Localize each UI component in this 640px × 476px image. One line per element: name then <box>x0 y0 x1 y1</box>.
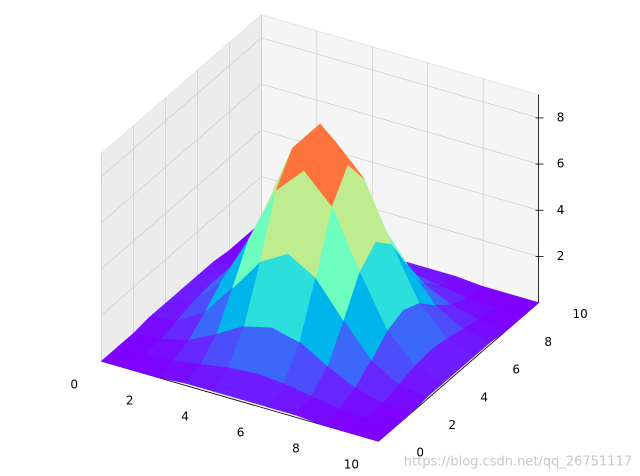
y-tick-label: 0 <box>416 446 424 460</box>
z-tick-label: 4 <box>557 203 565 217</box>
watermark: https://blog.csdn.net/qq_26751117 <box>404 455 632 470</box>
grid-line <box>261 83 539 165</box>
y-tick-label: 4 <box>480 390 488 404</box>
x-tick-label: 4 <box>181 409 189 423</box>
z-tick-label: 8 <box>557 110 565 124</box>
x-tick-label: 8 <box>292 441 300 455</box>
z-tick-label: 6 <box>557 157 565 171</box>
y-tick-label: 6 <box>512 363 520 377</box>
x-tick-label: 6 <box>237 425 245 439</box>
grid-line <box>261 37 539 119</box>
z-tick-label: 2 <box>557 249 565 263</box>
y-tick-label: 8 <box>544 335 552 349</box>
x-tick-label: 10 <box>344 457 359 471</box>
y-tick-label: 10 <box>572 307 587 321</box>
grid-line <box>101 37 262 177</box>
grid-line <box>101 129 262 270</box>
x-tick-label: 0 <box>70 377 78 391</box>
surface-patch <box>303 123 349 207</box>
y-tick-label: 2 <box>448 418 456 432</box>
surface-patch <box>350 418 396 442</box>
x-tick-label: 2 <box>126 393 134 407</box>
grid-line <box>101 83 262 223</box>
grid-line <box>101 176 262 316</box>
